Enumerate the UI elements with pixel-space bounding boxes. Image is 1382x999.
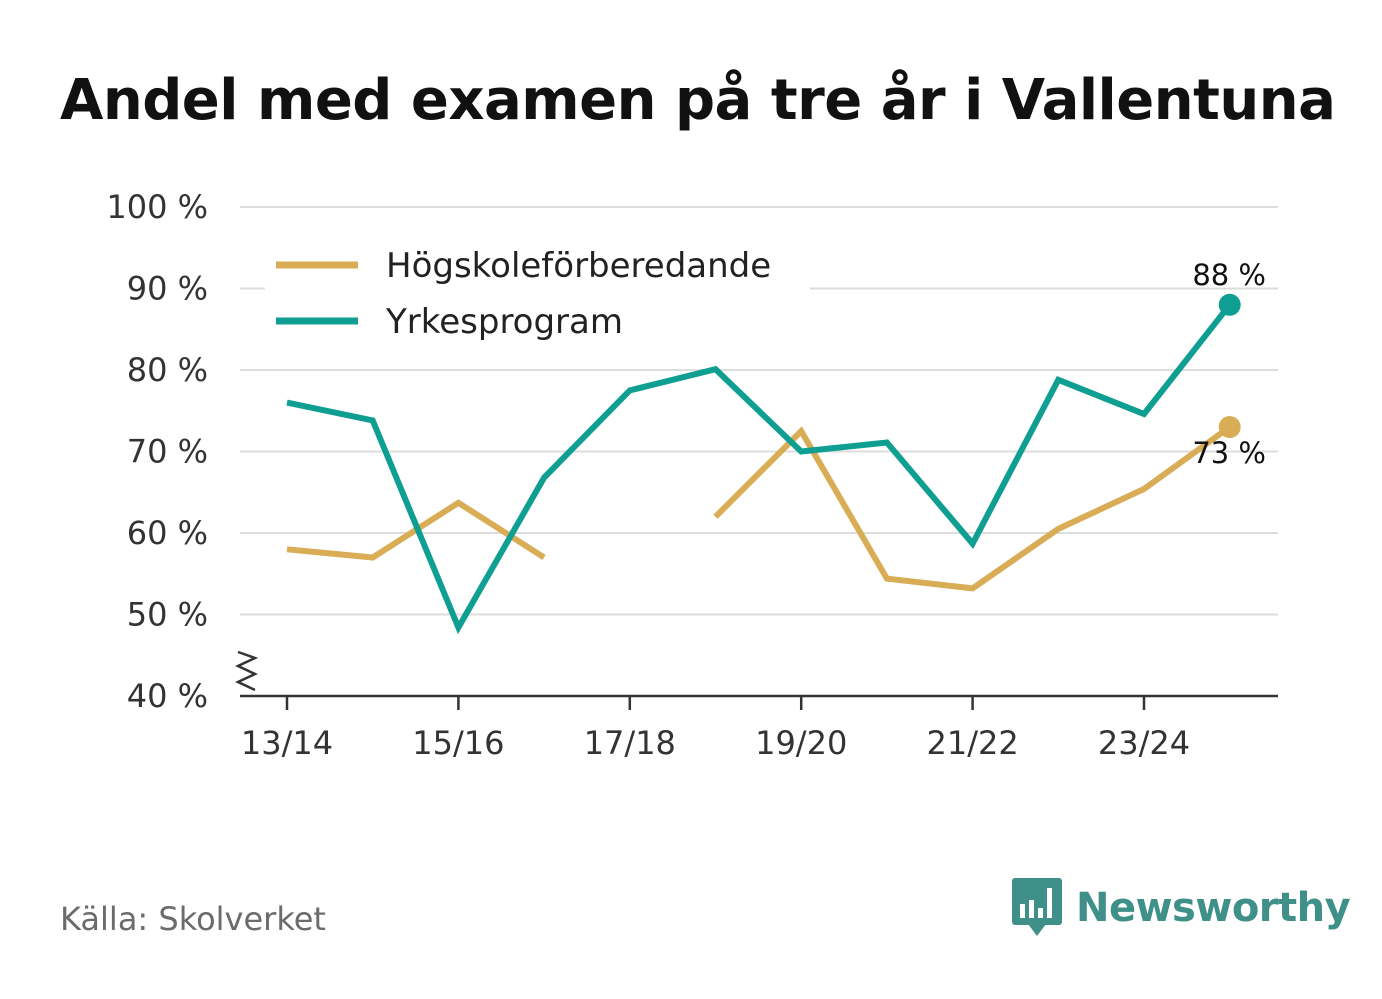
chart-title: Andel med examen på tre år i Vallentuna <box>60 68 1336 133</box>
x-tick-label: 17/18 <box>584 724 676 762</box>
y-tick-label: 100 % <box>106 188 208 226</box>
legend-label-yrkesprogram: Yrkesprogram <box>385 302 623 342</box>
x-tick-label: 15/16 <box>412 724 504 762</box>
x-tick-label: 23/24 <box>1098 724 1190 762</box>
end-marker-yrkesprogram <box>1218 293 1241 316</box>
end-label-hogskoleforberedande: 73 % <box>1192 436 1266 470</box>
x-tick-label: 13/14 <box>241 724 333 762</box>
x-axis: 13/14 15/16 17/18 19/20 21/22 23/24 <box>240 694 1278 762</box>
series-lines <box>286 293 1241 635</box>
y-tick-label: 40 % <box>127 677 208 715</box>
end-label-yrkesprogram: 88 % <box>1192 258 1266 292</box>
bar-chart-speech-icon <box>1012 878 1062 936</box>
x-tick-label: 19/20 <box>755 724 847 762</box>
y-tick-label: 50 % <box>127 596 208 634</box>
y-tick-label: 90 % <box>127 270 208 308</box>
end-marker-hogskoleforberedande <box>1218 416 1241 439</box>
legend-label-hogskoleforberedande: Högskoleförberedande <box>386 246 771 286</box>
brand-name: Newsworthy <box>1076 885 1351 931</box>
y-tick-label: 70 % <box>127 433 208 471</box>
source-note: Källa: Skolverket <box>60 900 326 938</box>
series-line-yrkesprogram <box>286 302 1233 635</box>
brand-logo: Newsworthy <box>1012 878 1351 938</box>
y-tick-label: 60 % <box>127 514 208 552</box>
y-tick-label: 80 % <box>127 351 208 389</box>
axis-break-icon <box>235 650 259 692</box>
x-tick-label: 21/22 <box>926 724 1018 762</box>
y-axis-ticks: 40 % 50 % 60 % 70 % 80 % 90 % 100 % <box>106 188 208 715</box>
legend: Högskoleförberedande Yrkesprogram <box>265 234 810 346</box>
